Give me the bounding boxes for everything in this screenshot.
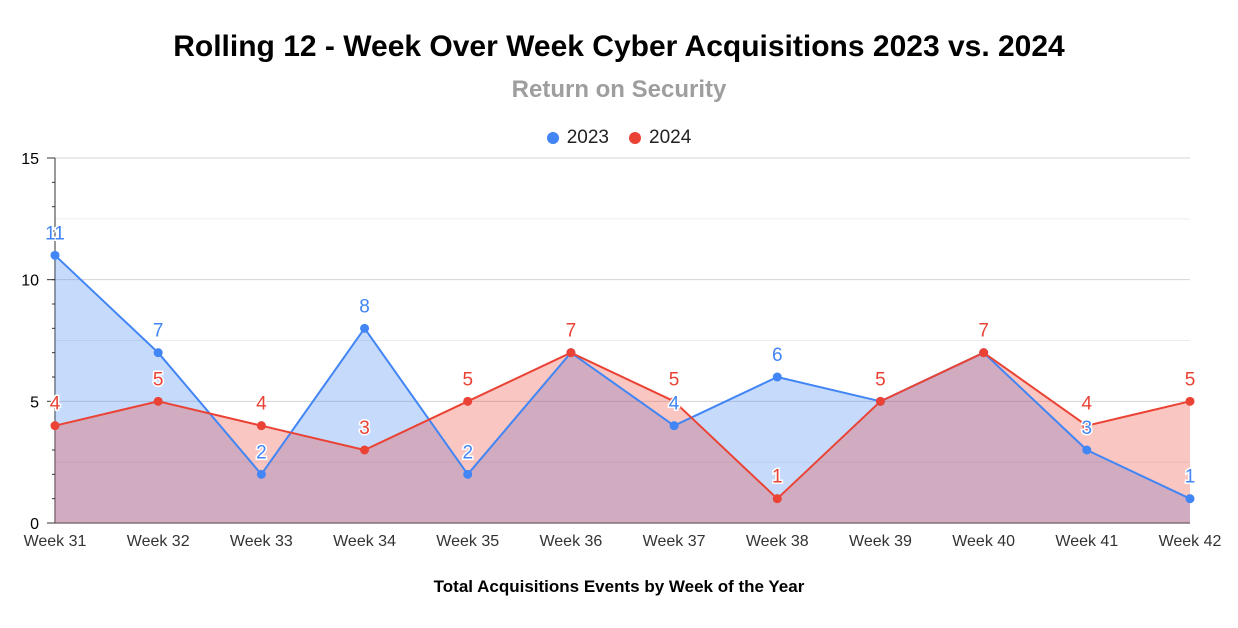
- data-label-2023: 2: [462, 442, 473, 463]
- chart-subtitle: Return on Security: [511, 76, 727, 103]
- data-point-2024[interactable]: [979, 348, 989, 358]
- data-point-2023[interactable]: [669, 421, 679, 431]
- x-tick-label: Week 42: [1159, 533, 1222, 550]
- chart-title: Rolling 12 - Week Over Week Cyber Acquis…: [173, 30, 1065, 63]
- data-label-2024: 4: [1082, 394, 1093, 415]
- x-tick-label: Week 37: [643, 533, 706, 550]
- data-point-2023[interactable]: [463, 469, 473, 479]
- x-tick-label: Week 34: [333, 533, 396, 550]
- x-tick-label: Week 35: [436, 533, 499, 550]
- data-label-2024: 5: [669, 369, 680, 390]
- data-label-2023: 7: [566, 321, 577, 342]
- data-label-2023: 5: [875, 369, 886, 390]
- series-line-2023[interactable]: [54, 254, 1191, 500]
- data-label-2024: 1: [772, 467, 783, 488]
- data-label-2024: 4: [50, 394, 61, 415]
- legend-label-2024: 2024: [649, 127, 692, 148]
- data-point-2024[interactable]: [153, 396, 163, 406]
- data-point-2023[interactable]: [360, 323, 370, 333]
- x-axis-title: Total Acquisitions Events by Week of the…: [433, 577, 805, 596]
- x-tick-label: Week 39: [849, 533, 912, 550]
- data-label-2023: 1: [1185, 467, 1196, 488]
- data-label-2024: 5: [153, 369, 164, 390]
- data-label-2024: 5: [462, 369, 473, 390]
- data-point-2024[interactable]: [669, 396, 679, 406]
- data-point-2024[interactable]: [875, 396, 885, 406]
- data-point-2024[interactable]: [256, 421, 266, 431]
- data-point-2023[interactable]: [50, 250, 60, 260]
- y-tick-label: 5: [30, 394, 39, 411]
- data-label-2024: 4: [256, 394, 267, 415]
- data-point-2023[interactable]: [1082, 445, 1092, 455]
- data-label-2023: 6: [772, 345, 783, 366]
- data-point-2024[interactable]: [772, 494, 782, 504]
- legend-marker-2023: [546, 132, 559, 144]
- x-tick-label: Week 41: [1055, 533, 1118, 550]
- data-point-2023[interactable]: [772, 372, 782, 382]
- data-label-2024: 5: [1185, 369, 1196, 390]
- x-tick-label: Week 33: [230, 533, 293, 550]
- data-label-2023: 8: [359, 296, 370, 317]
- y-tick-label: 0: [30, 516, 39, 533]
- data-label-2023: 3: [1082, 418, 1093, 439]
- data-label-2023: 11: [45, 223, 65, 244]
- data-point-2024[interactable]: [566, 348, 576, 358]
- data-point-2023[interactable]: [256, 469, 266, 479]
- data-label-2023: 4: [669, 394, 680, 415]
- series-line-2024[interactable]: [54, 351, 1191, 500]
- data-point-2024[interactable]: [50, 421, 60, 431]
- data-label-2024: 3: [359, 418, 370, 439]
- data-label-2024: 7: [978, 321, 989, 342]
- x-tick-label: Week 31: [24, 533, 87, 550]
- data-point-2023[interactable]: [153, 348, 163, 358]
- legend: 2023 2024: [0, 127, 1238, 149]
- data-point-2024[interactable]: [463, 396, 473, 406]
- legend-marker-2024: [629, 132, 641, 144]
- x-tick-label: Week 36: [539, 533, 602, 550]
- data-point-2024[interactable]: [1185, 396, 1195, 406]
- legend-label-2023: 2023: [566, 127, 609, 148]
- x-tick-label: Week 38: [746, 533, 809, 550]
- y-tick-label: 10: [21, 273, 39, 290]
- data-label-2023: 2: [256, 442, 267, 463]
- y-tick-label: 15: [21, 151, 39, 168]
- data-point-2024[interactable]: [360, 445, 370, 455]
- legend-item-2023[interactable]: 2023: [546, 127, 609, 149]
- data-point-2023[interactable]: [1185, 494, 1195, 504]
- legend-item-2024[interactable]: 2024: [629, 127, 691, 149]
- data-label-2024: 5: [875, 369, 886, 390]
- x-tick-label: Week 32: [127, 533, 190, 550]
- series-area-2024: [55, 352, 1190, 523]
- x-tick-label: Week 40: [952, 533, 1015, 550]
- data-label-2024: 7: [566, 321, 577, 342]
- data-point-2024[interactable]: [1082, 421, 1092, 431]
- data-label-2023: 7: [978, 321, 989, 342]
- data-label-2023: 7: [153, 321, 164, 342]
